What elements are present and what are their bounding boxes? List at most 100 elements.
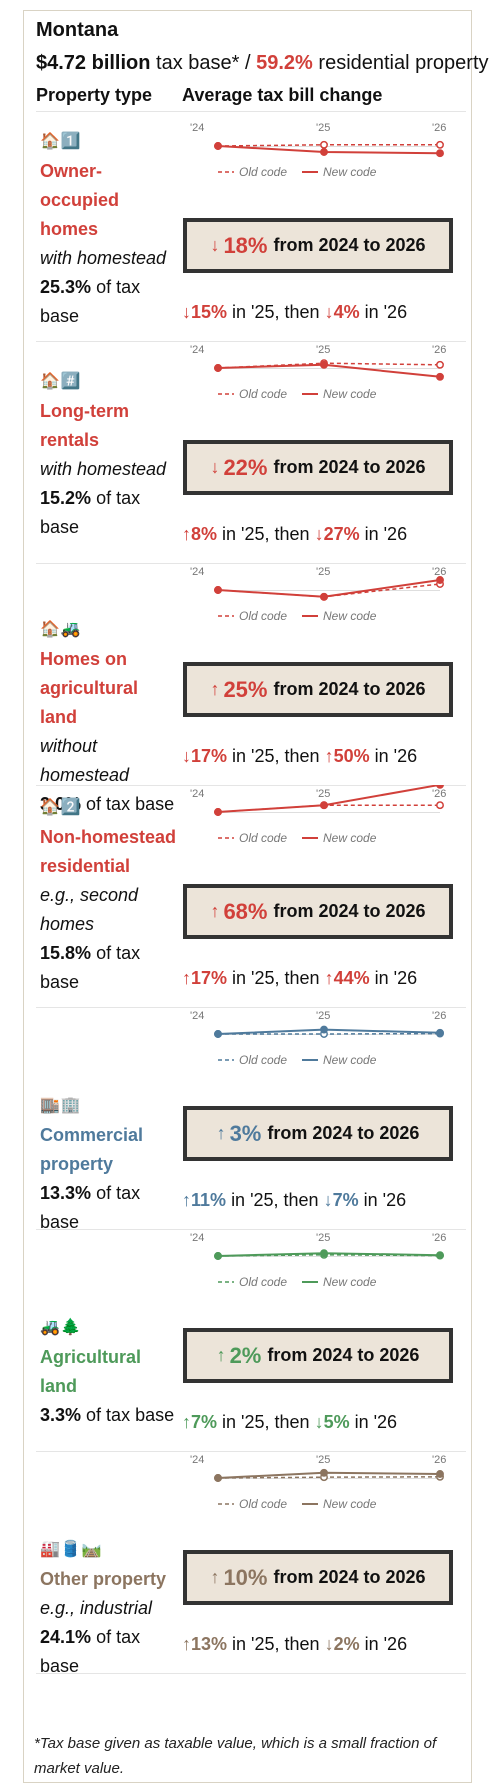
new-code-point	[214, 1474, 222, 1482]
new-code-point	[214, 364, 222, 372]
x-tick-label: '24	[190, 344, 204, 356]
change-mid-text: in '25, then	[232, 746, 320, 766]
row-divider	[36, 341, 466, 342]
down-arrow-icon: ↓	[314, 1412, 324, 1432]
up-arrow-icon: ↑	[210, 1567, 220, 1587]
tax-base-share-suffix: of tax base	[40, 943, 141, 992]
x-tick-label: '26	[432, 1454, 446, 1466]
x-tick-label: '25	[316, 788, 330, 800]
up-arrow-icon: ↑	[324, 968, 334, 988]
tax-base-share-value: 3.3%	[40, 1405, 82, 1425]
new-code-point	[436, 1470, 444, 1478]
x-tick-label: '24	[190, 1010, 204, 1022]
property-label: Long-term rentals with homestead 15.2% of …	[40, 397, 180, 542]
row-divider	[36, 1673, 466, 1674]
property-label: Other property e.g., industrial 24.1% of t…	[40, 1565, 180, 1681]
property-label: Agricultural land 3.3% of tax base	[40, 1343, 180, 1430]
old-code-line	[217, 804, 440, 813]
change-2025: 7%	[191, 1412, 218, 1432]
legend-new-label: New code	[323, 1497, 377, 1511]
new-code-point	[320, 801, 328, 810]
property-name: Other property	[40, 1569, 167, 1589]
legend-old-label: Old code	[239, 1275, 287, 1289]
new-code-point	[320, 1468, 328, 1477]
residential-pct: 59.2%	[256, 52, 313, 74]
new-code-point	[214, 1252, 222, 1260]
mini-line-chart: '24 '25 '26 Old code New code	[190, 1232, 446, 1289]
change-2026: 27%	[323, 524, 360, 544]
tax-base-share-value: 13.3%	[40, 1183, 92, 1203]
summary-line: $4.72 billion tax base* / 59.2% resident…	[36, 52, 489, 75]
x-tick-label: '26	[432, 788, 446, 800]
change-mid-text: in '25, then	[222, 524, 310, 544]
mini-line-chart: '24 '25 '26 Old code New code	[190, 1010, 446, 1067]
tax-base-share-value: 15.2%	[40, 488, 92, 508]
up-arrow-icon: ↑	[182, 1634, 191, 1654]
old-code-point	[436, 360, 444, 369]
property-subtitle: without homestead	[40, 736, 130, 785]
tax-base-share-suffix: of tax base	[40, 1627, 141, 1676]
x-tick-label: '26	[432, 1232, 446, 1244]
total-change-value: 2%	[229, 1342, 262, 1368]
x-tick-label: '25	[316, 566, 330, 578]
total-change-box: ↓ 22% from 2024 to 2026	[183, 440, 453, 495]
legend-new-label: New code	[323, 1275, 377, 1289]
tax-base-suffix: tax base* /	[156, 52, 251, 74]
state-title: Montana	[36, 19, 119, 41]
x-tick-label: '25	[316, 344, 330, 356]
new-code-point	[320, 148, 328, 156]
change-end-text: in '26	[364, 524, 408, 544]
header-divider	[36, 111, 466, 112]
change-2026: 44%	[333, 968, 370, 988]
change-end-text: in '26	[354, 1412, 398, 1432]
total-change-value: 10%	[223, 1564, 268, 1590]
change-2026: 4%	[333, 302, 360, 322]
legend-old-label: Old code	[239, 1497, 287, 1511]
total-change-suffix: from 2024 to 2026	[273, 235, 426, 255]
tax-base-share-value: 3.0%	[40, 794, 82, 814]
up-arrow-icon: ↑	[216, 1123, 226, 1143]
total-change-value: 3%	[229, 1120, 262, 1146]
legend-new-label: New code	[323, 387, 377, 401]
x-tick-label: '24	[190, 1232, 204, 1244]
total-change-box: ↑ 2% from 2024 to 2026	[183, 1328, 453, 1383]
total-change-suffix: from 2024 to 2026	[273, 901, 426, 921]
property-subtitle: e.g., industrial	[40, 1598, 153, 1618]
yearly-changes: ↑7% in '25, then ↓5% in '26	[182, 1412, 397, 1433]
change-end-text: in '26	[374, 746, 418, 766]
property-subtitle: with homestead	[40, 459, 167, 479]
property-icons: 🏠1️⃣	[40, 133, 82, 150]
total-change-box: ↓ 18% from 2024 to 2026	[183, 218, 453, 273]
change-2026: 50%	[333, 746, 370, 766]
up-arrow-icon: ↑	[182, 524, 191, 544]
column-header-average-change: Average tax bill change	[182, 85, 383, 105]
row-divider	[36, 563, 466, 564]
yearly-changes: ↑17% in '25, then ↑44% in '26	[182, 968, 417, 989]
tax-base-share-suffix: of tax base	[40, 488, 141, 537]
change-2025: 13%	[191, 1634, 228, 1654]
new-code-point	[436, 1028, 444, 1037]
down-arrow-icon: ↓	[182, 746, 191, 766]
tax-base-share: 15.2% of tax base	[40, 484, 180, 542]
tax-base-share-suffix: of tax base	[40, 1183, 141, 1232]
new-code-point	[436, 785, 444, 789]
total-change-box: ↑ 68% from 2024 to 2026	[183, 884, 453, 939]
mini-line-chart: '24 '25 '26 Old code New code	[190, 785, 446, 845]
tax-change-card: Montana $4.72 billion tax base* / 59.2% …	[23, 10, 489, 1783]
change-2025: 15%	[191, 302, 228, 322]
total-change-value: 68%	[223, 898, 268, 924]
x-tick-label: '26	[432, 566, 446, 578]
new-code-point	[436, 149, 444, 158]
change-mid-text: in '25, then	[232, 1634, 320, 1654]
tax-base-share: 24.1% of tax base	[40, 1623, 180, 1681]
column-header-property-type: Property type	[36, 85, 153, 105]
up-arrow-icon: ↑	[182, 1412, 191, 1432]
total-change-box: ↑ 25% from 2024 to 2026	[183, 662, 453, 717]
x-tick-label: '24	[190, 566, 204, 578]
property-icons: 🏬🏢	[40, 1097, 82, 1114]
tax-base-share-suffix: of tax base	[86, 794, 175, 814]
new-code-point	[214, 1030, 222, 1038]
tax-base-share: 13.3% of tax base	[40, 1179, 180, 1237]
down-arrow-icon: ↓	[210, 235, 220, 255]
property-name: Long-term rentals	[40, 401, 129, 450]
